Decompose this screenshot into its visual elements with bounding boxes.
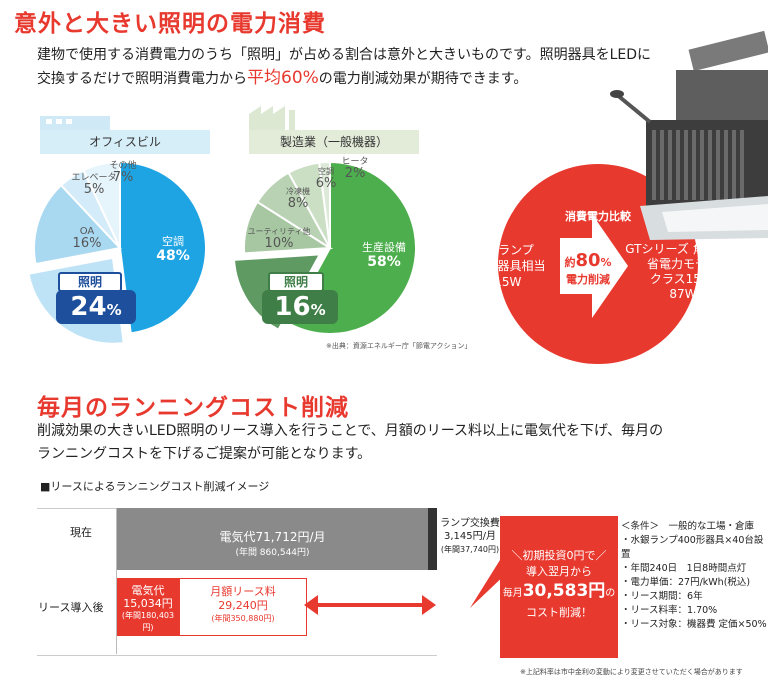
officePie-slice-4 (82, 160, 121, 249)
condition-item: ・リース対象：機器費 定価×50% (621, 619, 767, 630)
condition-item: ・リース料率：1.70% (621, 605, 718, 616)
comparison-center: 約80% 電力削減 (564, 250, 612, 287)
factory-icon (249, 104, 319, 130)
factoryPie-slice-5 (318, 160, 331, 249)
comparison-title: 消費電力比較 (565, 210, 631, 223)
condition-item: ・年間240日 1日8時間点灯 (621, 563, 747, 574)
comparison-right: GTシリーズ 角タイプ 省電力モデル クラス1500 87W (625, 242, 741, 301)
comparison-arrow (560, 214, 628, 318)
current-electric-bar: 電気代71,712円/月 (年間 860,544円) (117, 508, 428, 570)
factory-label-heater: ヒータ 2% (341, 157, 369, 181)
lease-fee-bar: 月額リース料 29,240円 (年間350,880円) (179, 578, 307, 636)
officePie-slice-2 (33, 183, 122, 266)
lamp-replacement-text: ランプ交換費 3,145円/月 (年間37,740円) (440, 518, 500, 554)
row-label-current: 現在 (70, 526, 92, 539)
condition-item: ・水銀ランプ400形器具×40台設置 (621, 535, 764, 560)
office-lighting-label: 照明 (58, 272, 122, 292)
condition-item: ・リース期間：6年 (621, 591, 703, 602)
led-fixture-illustration (610, 30, 768, 240)
section2-description: 削減効果の大きいLED照明のリース導入を行うことで、月額のリース料以上に電気代を… (37, 423, 664, 462)
saving-callout: ＼初期投資0円で／ 導入翌月から 毎月30,583円の コスト削減！ (500, 516, 618, 658)
row-label-lease: リース導入後 (38, 601, 104, 614)
factory-label-refrigerator: 冷凍機 8% (286, 187, 310, 211)
factory-label-aircon: 空調 6% (315, 167, 337, 191)
factory-label-utility: ユーティリティ他 10% (247, 227, 311, 251)
conditions-block: ＜条件＞ 一般的な工場・倉庫 ・水銀ランプ400形器具×40台設置 ・年間240… (621, 520, 768, 632)
lamp-replacement-bar (428, 508, 437, 570)
conditions-title: ＜条件＞ 一般的な工場・倉庫 (621, 521, 755, 532)
section1-desc-line1: 建物で使用する消費電力のうち「照明」が占める割合は意外と大きいものです。照明器具… (37, 47, 652, 63)
office-label-other: その他 7% (109, 161, 137, 185)
source-note: ※出典：資源エネルギー庁「節電アクション」 (326, 342, 472, 350)
footnote: ※上記料率は市中金利の変動により変更させていただく場合があります (520, 668, 743, 676)
factory-lighting-label: 照明 (268, 272, 324, 292)
office-label-oa: OA 16% (72, 226, 102, 251)
condition-item: ・電力単価：27円/kWh(税込) (621, 577, 751, 588)
office-label-elevator: エレベータ 5% (71, 173, 117, 197)
saving-amount: 30,583円 (522, 581, 606, 601)
comparison-left: 水銀ランプ 400形器具相当 415W (462, 243, 546, 289)
section1-title: 意外と大きい照明の電力消費 (14, 11, 326, 37)
office-building-icon (40, 116, 110, 130)
office-tab: オフィスビル (40, 130, 210, 154)
officePie-slice-0 (119, 160, 207, 335)
office-lighting-percent: 24% (56, 290, 136, 324)
office-label-aircon: 空調 48% (156, 235, 190, 264)
lease-electric-bar: 電気代 15,034円 (年間180,403円) (117, 578, 179, 636)
section1-desc-line2: 交換するだけで照明消費電力から平均60%の電力削減効果が期待できます。 (37, 68, 528, 88)
section1-description: 建物で使用する消費電力のうち「照明」が占める割合は意外と大きいものです。照明器具… (37, 44, 737, 91)
highlight-average: 平均60% (247, 68, 319, 88)
factory-tab: 製造業（一般機器） (249, 130, 419, 154)
office-pie (27, 160, 207, 345)
saving-range-arrow (304, 595, 436, 615)
factory-lighting-percent: 16% (262, 290, 338, 324)
section2-title: 毎月のランニングコスト削減 (37, 395, 349, 421)
factory-label-production: 生産設備 58% (362, 241, 406, 270)
cost-axis-line (116, 508, 117, 654)
section2-subheading: ■リースによるランニングコスト削減イメージ (40, 480, 270, 493)
